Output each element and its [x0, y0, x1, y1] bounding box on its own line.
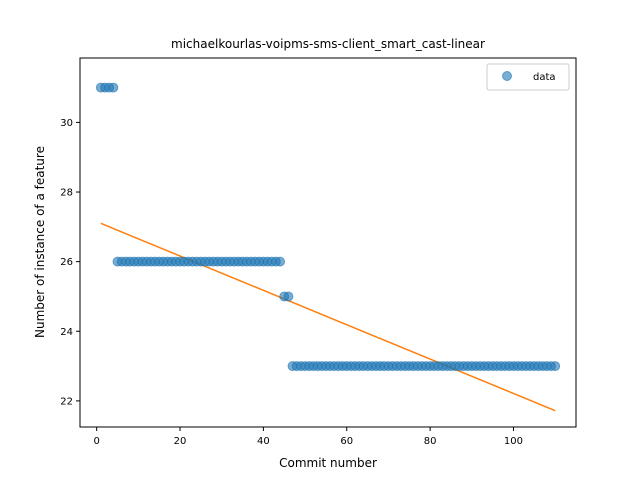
- data-point: [108, 82, 119, 93]
- legend: data: [486, 63, 570, 91]
- x-tick-label: 80: [424, 436, 437, 447]
- data-point: [550, 361, 561, 372]
- fit-layer: [100, 222, 556, 412]
- x-tick-label: 0: [93, 436, 99, 447]
- axes-frame: [79, 57, 577, 428]
- data-point: [283, 291, 294, 302]
- x-tick-label: 20: [174, 436, 187, 447]
- legend-marker-data: [502, 71, 512, 81]
- points-layer: [95, 82, 561, 372]
- y-tick-label: 30: [60, 118, 73, 129]
- x-tick-label: 40: [257, 436, 270, 447]
- y-tick-label: 28: [60, 188, 73, 199]
- y-tick-label: 24: [60, 327, 73, 338]
- x-axis-ticks: 0 20 40 60 80 100: [93, 427, 523, 447]
- x-tick-label: 60: [340, 436, 353, 447]
- legend-label-data: data: [533, 72, 556, 83]
- x-tick-label: 100: [504, 436, 523, 447]
- y-tick-label: 22: [60, 396, 73, 407]
- plot-area: [95, 82, 561, 412]
- legend-box: [486, 63, 570, 91]
- data-point: [275, 256, 286, 267]
- fit-line: [100, 222, 556, 412]
- y-axis-label: Number of instance of a feature: [33, 146, 47, 338]
- x-axis-label: Commit number: [279, 456, 377, 470]
- y-axis-ticks: 22 24 26 28 30: [60, 118, 80, 407]
- y-tick-label: 26: [60, 257, 73, 268]
- chart-title: michaelkourlas-voipms-sms-client_smart_c…: [171, 37, 485, 51]
